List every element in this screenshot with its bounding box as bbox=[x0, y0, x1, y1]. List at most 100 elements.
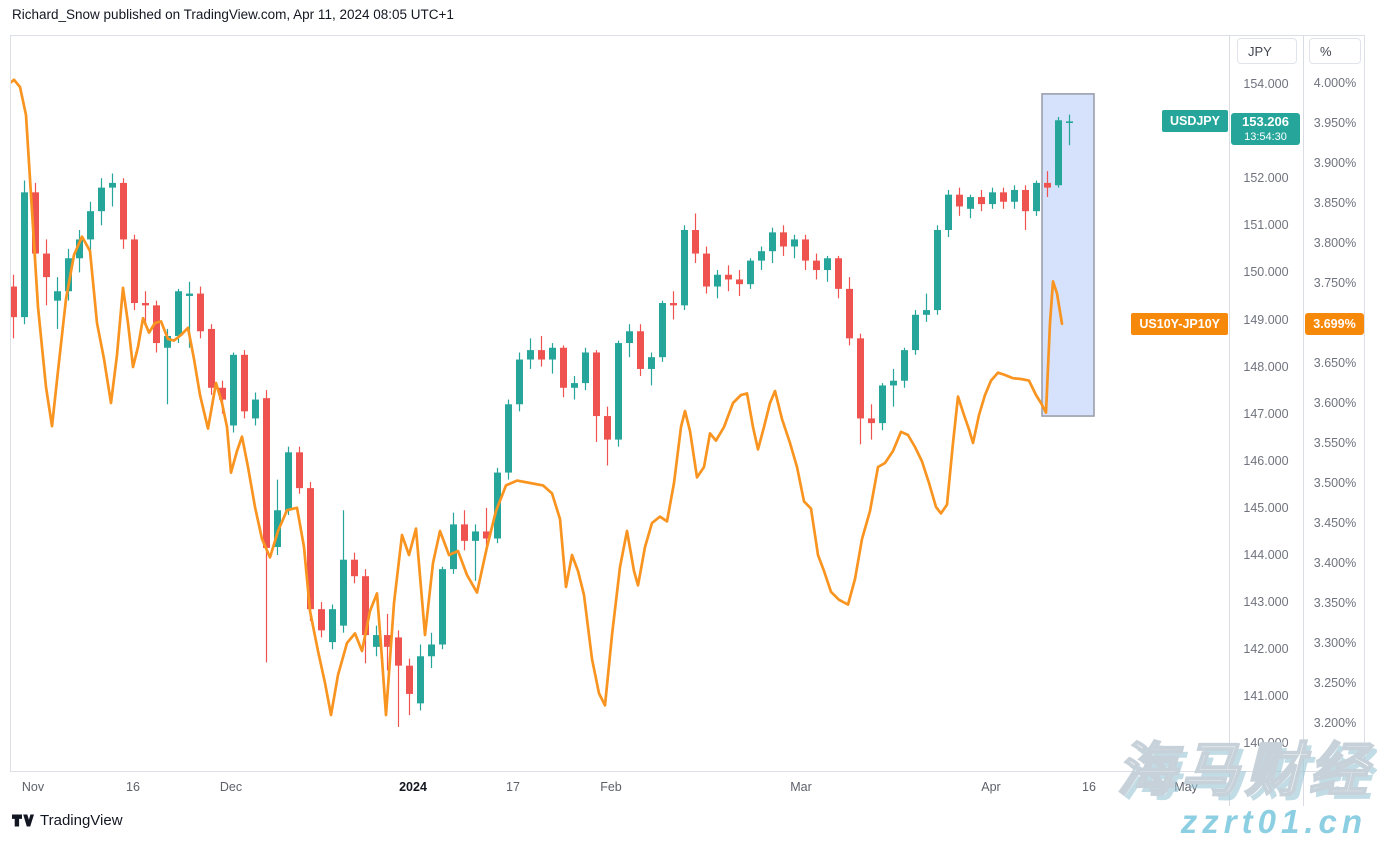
percent-scale-unit-label: % bbox=[1320, 43, 1332, 59]
percent-tick-label: 3.350% bbox=[1313, 596, 1357, 610]
time-axis-label: Mar bbox=[790, 780, 812, 794]
candle-body bbox=[373, 635, 380, 647]
candle-body bbox=[824, 258, 831, 271]
candle-body bbox=[505, 404, 512, 473]
jpy-tick-label: 143.000 bbox=[1243, 595, 1289, 610]
percent-tick-label: 3.550% bbox=[1313, 436, 1357, 450]
jpy-scale-unit-chip[interactable]: JPY bbox=[1237, 38, 1297, 64]
time-axis-label: May bbox=[1174, 780, 1198, 794]
candle-body bbox=[516, 359, 523, 405]
candle-body bbox=[868, 418, 875, 424]
candle-body bbox=[1011, 189, 1018, 202]
candle-body bbox=[989, 192, 996, 205]
candle-body bbox=[230, 354, 237, 426]
candle-body bbox=[186, 293, 193, 296]
percent-tick-label: 4.000% bbox=[1313, 76, 1357, 90]
candle-body bbox=[956, 194, 963, 207]
candle-body bbox=[32, 192, 39, 254]
jpy-tick-label: 141.000 bbox=[1243, 689, 1289, 704]
jpy-tick-label: 150.000 bbox=[1243, 265, 1289, 280]
candle-body bbox=[98, 187, 105, 212]
candle-body bbox=[769, 232, 776, 252]
percent-tick-label: 3.500% bbox=[1313, 476, 1357, 490]
candle-body bbox=[791, 239, 798, 247]
candle-body bbox=[912, 314, 919, 351]
percent-tick-label: 3.400% bbox=[1313, 556, 1357, 570]
jpy-scale-unit-label: JPY bbox=[1248, 43, 1272, 59]
candle-body bbox=[692, 230, 699, 254]
percent-scale-separator[interactable] bbox=[1303, 35, 1304, 806]
percent-tick-label: 3.800% bbox=[1313, 236, 1357, 250]
time-axis-label: Dec bbox=[219, 780, 243, 794]
candle-body bbox=[835, 258, 842, 289]
candle-body bbox=[11, 286, 17, 318]
percent-tick-label: 3.300% bbox=[1313, 636, 1357, 650]
jpy-tick-label: 145.000 bbox=[1243, 500, 1289, 515]
time-axis-label: 17 bbox=[506, 780, 520, 794]
candle-body bbox=[241, 354, 248, 412]
usdjpy-last-price: 153.206 bbox=[1242, 113, 1289, 129]
candle-body bbox=[967, 197, 974, 209]
candle-body bbox=[648, 357, 655, 369]
highlight-box[interactable] bbox=[1041, 93, 1095, 417]
price-scale-separator[interactable] bbox=[1229, 35, 1230, 806]
candle-body bbox=[1000, 192, 1007, 202]
candle-body bbox=[1055, 120, 1062, 186]
candle-body bbox=[428, 644, 435, 657]
time-axis-label: Nov bbox=[21, 780, 45, 794]
percent-tick-label: 3.900% bbox=[1313, 156, 1357, 170]
candle-body bbox=[417, 656, 424, 704]
usdjpy-last-price-badge[interactable]: 153.206 13:54:30 bbox=[1231, 112, 1300, 145]
candle-body bbox=[329, 609, 336, 643]
jpy-tick-label: 151.000 bbox=[1243, 218, 1289, 233]
usdjpy-series-label[interactable]: USDJPY bbox=[1161, 110, 1228, 133]
candle-body bbox=[120, 182, 127, 240]
candle-body bbox=[747, 260, 754, 285]
candle-body bbox=[945, 194, 952, 231]
candle-body bbox=[274, 510, 281, 547]
time-axis-label: Apr bbox=[981, 780, 1001, 794]
publish-attribution: Richard_Snow published on TradingView.co… bbox=[12, 7, 454, 22]
candle-body bbox=[395, 637, 402, 666]
jpy-tick-label: 149.000 bbox=[1243, 312, 1289, 327]
candle-body bbox=[637, 331, 644, 369]
candle-body bbox=[252, 399, 259, 419]
chart-plot-area[interactable] bbox=[11, 36, 1229, 772]
tradingview-logo-text: TradingView bbox=[40, 812, 123, 829]
time-axis-label: 16 bbox=[126, 780, 140, 794]
candle-body bbox=[483, 531, 490, 539]
candle-body bbox=[54, 291, 61, 301]
candle-body bbox=[1033, 182, 1040, 212]
candle-body bbox=[472, 531, 479, 541]
candle-body bbox=[934, 230, 941, 311]
candle-body bbox=[318, 609, 325, 631]
candle-body bbox=[725, 274, 732, 280]
candle-body bbox=[527, 350, 534, 360]
candle-body bbox=[890, 380, 897, 386]
candle-body bbox=[406, 665, 413, 694]
spread-series-label[interactable]: US10Y-JP10Y bbox=[1131, 312, 1228, 335]
time-axis-label: Feb bbox=[600, 780, 622, 794]
watermark-site-url: zzrt01.cn bbox=[1180, 803, 1367, 840]
candle-body bbox=[197, 293, 204, 332]
spread-last-value-badge[interactable]: 3.699% bbox=[1305, 312, 1364, 335]
percent-scale-unit-chip[interactable]: % bbox=[1309, 38, 1361, 64]
jpy-tick-label: 140.000 bbox=[1243, 736, 1289, 751]
candle-body bbox=[153, 305, 160, 344]
spread-line-series bbox=[11, 78, 1064, 717]
candle-body bbox=[439, 569, 446, 645]
candle-body bbox=[450, 524, 457, 570]
jpy-tick-label: 147.000 bbox=[1243, 406, 1289, 421]
candle-body bbox=[109, 182, 116, 188]
jpy-tick-label: 142.000 bbox=[1243, 642, 1289, 657]
candle-body bbox=[802, 239, 809, 261]
candle-body bbox=[65, 258, 72, 292]
tradingview-logo[interactable]: TradingView bbox=[12, 812, 123, 829]
candle-body bbox=[175, 291, 182, 336]
candle-body bbox=[571, 383, 578, 388]
candle-body bbox=[1044, 182, 1051, 188]
candle-body bbox=[703, 253, 710, 287]
candle-body bbox=[714, 274, 721, 287]
candle-body bbox=[923, 310, 930, 315]
